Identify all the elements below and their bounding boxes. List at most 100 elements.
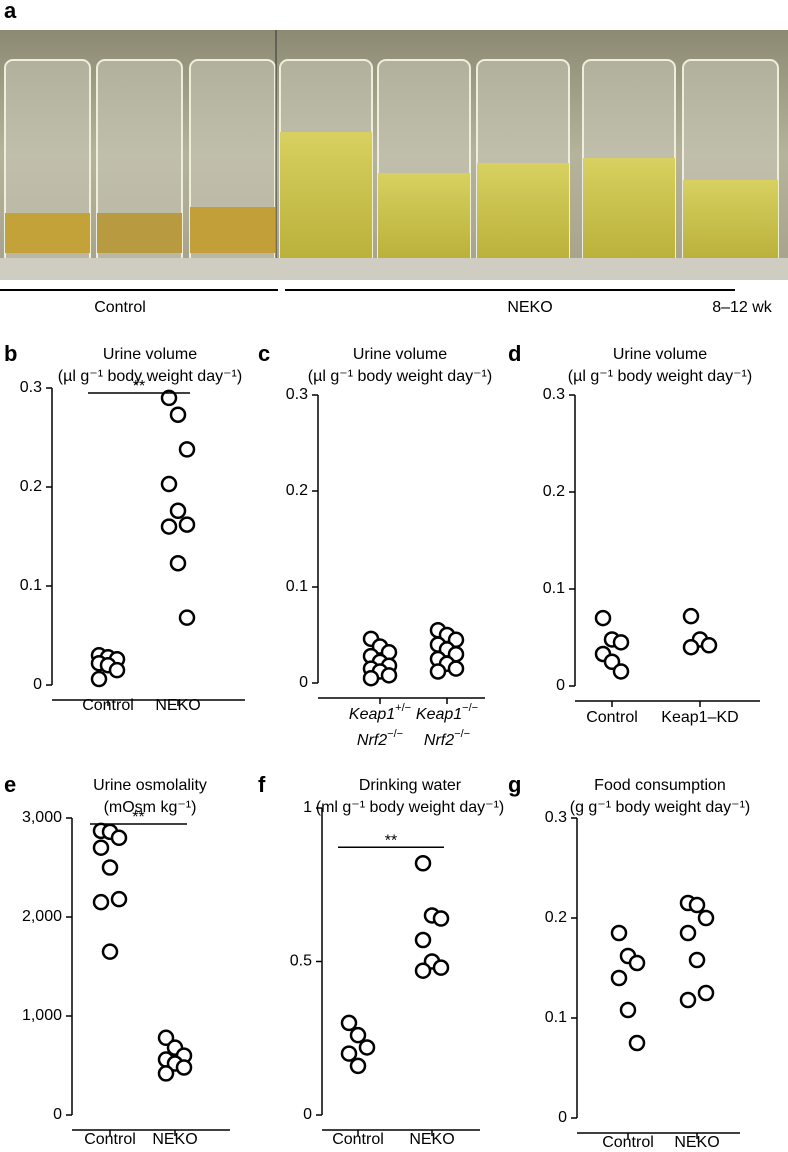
data-point: [697, 909, 715, 927]
data-point: [340, 1014, 358, 1032]
chart-subtitle: (g g⁻¹ body weight day⁻¹): [570, 799, 751, 816]
chart-subtitle: (ml g⁻¹ body weight day⁻¹): [316, 799, 505, 816]
data-point: [157, 1029, 175, 1047]
significance: **: [133, 378, 145, 395]
data-point: [619, 1001, 637, 1019]
data-point: [169, 502, 187, 520]
genotype: −/−: [462, 702, 478, 714]
data-point: [169, 554, 187, 572]
data-point: [157, 1065, 175, 1082]
y-tick-label: 0: [33, 676, 42, 693]
chart-title: Urine osmolality: [93, 777, 207, 794]
x-tick-label: NEKO: [152, 1131, 197, 1148]
photo: [0, 30, 788, 280]
gene: Nrf2: [357, 732, 387, 749]
y-tick-label: 0.1: [20, 577, 42, 594]
data-point: [340, 1045, 358, 1062]
y-tick-label: 0.1: [286, 578, 308, 595]
panel-label: f: [258, 772, 266, 797]
x-tick-label: Control: [332, 1131, 384, 1148]
data-point: [628, 1034, 646, 1052]
age-label: 8–12 wk: [712, 299, 773, 316]
y-tick-label: 0.2: [543, 483, 565, 500]
significance: **: [132, 809, 144, 826]
panel-label: b: [4, 341, 17, 366]
data-point: [160, 518, 178, 535]
chart-subtitle: (mOsm kg⁻¹): [104, 799, 197, 816]
data-point: [349, 1057, 367, 1075]
y-tick-label: 0.3: [545, 809, 567, 826]
y-tick-label: 0.3: [286, 386, 308, 403]
data-point: [429, 663, 447, 680]
data-point: [414, 962, 432, 979]
data-point: [90, 670, 108, 688]
y-tick-label: 0: [53, 1106, 62, 1123]
chart-subtitle: (µl g⁻¹ body weight day⁻¹): [568, 368, 752, 385]
panel-label: a: [4, 0, 17, 23]
x-tick-label: NEKO: [155, 697, 200, 714]
data-point: [612, 634, 630, 651]
y-tick-label: 0: [303, 1106, 312, 1123]
x-tick-label: Keap1–KD: [661, 709, 738, 726]
y-tick-label: 0: [299, 674, 308, 691]
data-point: [169, 406, 187, 423]
liquid: [5, 132, 778, 260]
data-point: [178, 609, 196, 626]
x-tick-label: Nrf2−/−: [357, 728, 403, 749]
data-point: [414, 931, 432, 949]
genotype: −/−: [454, 728, 470, 740]
chart-subtitle: (µl g⁻¹ body weight day⁻¹): [308, 368, 492, 385]
gene: Nrf2: [424, 732, 454, 749]
data-point: [414, 855, 432, 872]
data-point: [108, 661, 126, 679]
y-tick-label: 1,000: [22, 1007, 62, 1024]
significance: **: [385, 832, 397, 849]
data-point: [178, 441, 196, 458]
y-tick-label: 0.3: [543, 386, 565, 403]
data-point: [432, 910, 450, 927]
data-point: [610, 924, 628, 942]
x-tick-label: NEKO: [674, 1134, 719, 1151]
genotype: −/−: [387, 728, 403, 740]
data-point: [160, 389, 178, 407]
data-point: [610, 969, 628, 987]
x-tick-label: Control: [602, 1134, 654, 1151]
y-tick-label: 3,000: [22, 809, 62, 826]
data-point: [447, 660, 465, 677]
y-tick-label: 0.1: [545, 1009, 567, 1026]
group-label: Control: [94, 299, 146, 316]
data-point: [682, 607, 700, 625]
y-tick-label: 0.2: [286, 482, 308, 499]
data-point: [358, 1039, 376, 1056]
panel-label: e: [4, 772, 16, 797]
data-point: [349, 1026, 367, 1044]
y-tick-label: 2,000: [22, 908, 62, 925]
chart-title: Drinking water: [359, 777, 462, 794]
data-point: [679, 924, 697, 942]
y-tick-label: 0.3: [20, 379, 42, 396]
x-tick-label: Keap1−/−: [416, 702, 478, 723]
panel-label: c: [258, 341, 270, 366]
panel-label: d: [508, 341, 521, 366]
data-point: [92, 839, 110, 856]
data-point: [682, 638, 700, 656]
chart-subtitle: (µl g⁻¹ body weight day⁻¹): [58, 368, 242, 385]
y-tick-label: 0: [556, 677, 565, 694]
data-point: [679, 991, 697, 1009]
data-point: [688, 951, 706, 969]
data-point: [101, 943, 119, 960]
x-tick-label: Control: [586, 709, 638, 726]
panel-label: g: [508, 772, 521, 797]
y-tick-label: 1: [303, 799, 312, 816]
data-point: [178, 516, 196, 533]
x-tick-label: Keap1+/−: [349, 702, 411, 723]
group-label: NEKO: [507, 299, 552, 316]
data-point: [700, 637, 718, 654]
gene: Keap1: [349, 706, 395, 723]
data-point: [92, 893, 110, 911]
shelf: [0, 258, 788, 280]
chart-title: Food consumption: [594, 777, 726, 794]
data-point: [101, 859, 119, 876]
